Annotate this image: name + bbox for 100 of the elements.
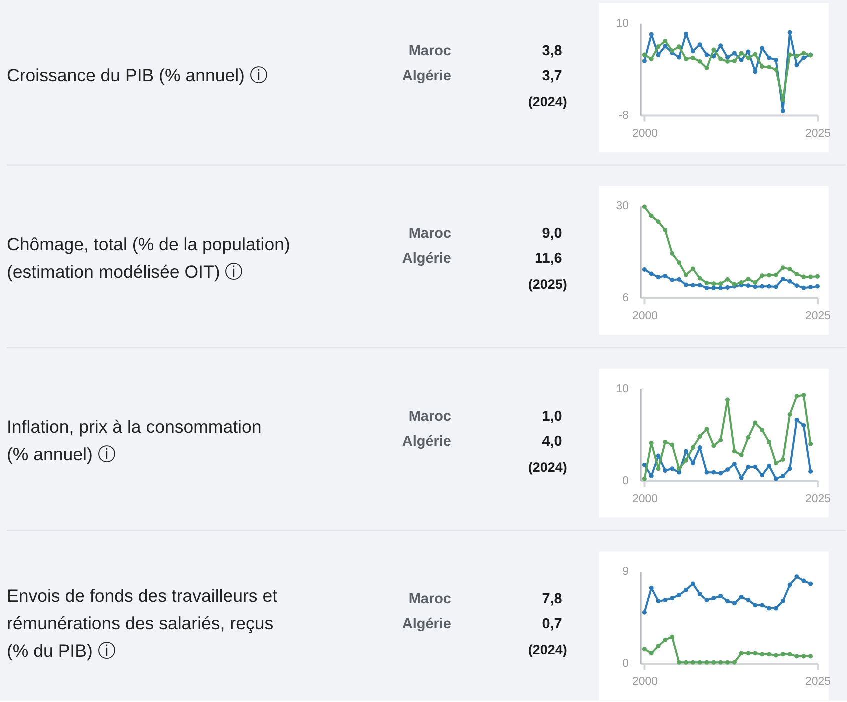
point bbox=[690, 660, 696, 665]
point bbox=[677, 260, 682, 266]
point bbox=[642, 647, 647, 652]
point bbox=[663, 44, 668, 49]
text: 0,7 bbox=[542, 616, 562, 633]
point bbox=[802, 578, 806, 584]
x-tick-label: 2025 bbox=[805, 310, 831, 323]
point bbox=[690, 461, 696, 466]
point bbox=[732, 601, 737, 606]
point bbox=[774, 461, 778, 466]
point bbox=[718, 56, 724, 62]
point bbox=[704, 66, 710, 71]
point bbox=[656, 220, 661, 224]
text: 9,0 bbox=[542, 226, 562, 242]
point bbox=[760, 64, 765, 70]
point bbox=[788, 279, 792, 284]
point bbox=[767, 464, 772, 468]
point bbox=[656, 644, 661, 648]
text: 3,8 bbox=[542, 43, 562, 60]
point bbox=[774, 68, 778, 72]
point bbox=[760, 284, 765, 289]
point bbox=[746, 464, 751, 470]
point bbox=[690, 582, 696, 586]
text: Maroc bbox=[408, 592, 452, 608]
point bbox=[802, 56, 806, 60]
point bbox=[788, 267, 792, 272]
text: 11,6 bbox=[534, 251, 562, 268]
point bbox=[690, 446, 696, 450]
point bbox=[753, 70, 758, 74]
point bbox=[767, 65, 772, 70]
point bbox=[670, 466, 675, 472]
point bbox=[642, 52, 647, 58]
text: 4,0 bbox=[542, 434, 562, 450]
point bbox=[663, 228, 668, 233]
point bbox=[788, 52, 792, 58]
point bbox=[656, 599, 661, 604]
point bbox=[794, 63, 800, 68]
point bbox=[670, 596, 675, 601]
point bbox=[816, 284, 820, 289]
point bbox=[698, 660, 702, 665]
point bbox=[746, 284, 751, 288]
point bbox=[760, 603, 765, 608]
point bbox=[746, 277, 751, 282]
x-tick-label: 2000 bbox=[632, 493, 658, 506]
point bbox=[788, 652, 792, 657]
point bbox=[684, 282, 688, 288]
point bbox=[712, 470, 716, 475]
point bbox=[774, 476, 778, 482]
point bbox=[753, 52, 758, 57]
point bbox=[794, 654, 800, 659]
point bbox=[726, 660, 730, 665]
point bbox=[753, 420, 758, 426]
point bbox=[670, 634, 675, 640]
point bbox=[760, 46, 765, 51]
point bbox=[808, 654, 814, 659]
point bbox=[642, 204, 647, 210]
point bbox=[656, 52, 661, 58]
point bbox=[726, 59, 730, 64]
point bbox=[794, 418, 800, 422]
point bbox=[704, 427, 710, 432]
point bbox=[802, 274, 806, 280]
point bbox=[808, 582, 814, 586]
text: (2024) bbox=[528, 94, 568, 110]
x-tick-label: 2000 bbox=[632, 310, 658, 323]
x-tick-label: 2000 bbox=[632, 128, 658, 140]
point bbox=[753, 284, 758, 290]
point bbox=[780, 474, 786, 478]
point bbox=[690, 56, 696, 60]
point bbox=[732, 449, 737, 454]
point bbox=[704, 286, 710, 290]
point bbox=[649, 586, 654, 590]
point bbox=[767, 284, 772, 289]
text: Algérie bbox=[402, 251, 452, 268]
point bbox=[739, 452, 744, 458]
point bbox=[718, 44, 724, 48]
text: Envois de fonds des travailleurs et rémunérations des salariés, reçus (% du PIB) ⓘ bbox=[6, 586, 278, 662]
text: Maroc bbox=[408, 226, 452, 242]
point bbox=[642, 462, 647, 468]
point bbox=[649, 214, 654, 218]
point bbox=[704, 52, 710, 58]
point bbox=[677, 277, 682, 282]
text: (2024) bbox=[528, 642, 568, 658]
point bbox=[698, 59, 702, 64]
point bbox=[760, 473, 765, 478]
point bbox=[746, 598, 751, 603]
point bbox=[649, 272, 654, 276]
point bbox=[788, 582, 792, 588]
point bbox=[732, 58, 737, 64]
text: 7,8 bbox=[542, 592, 562, 608]
point bbox=[746, 50, 751, 54]
point bbox=[690, 266, 696, 272]
point bbox=[718, 438, 724, 443]
point bbox=[753, 280, 758, 285]
point bbox=[670, 278, 675, 282]
point bbox=[774, 272, 778, 278]
point bbox=[677, 466, 682, 472]
point bbox=[726, 277, 730, 282]
point bbox=[780, 599, 786, 604]
point bbox=[794, 284, 800, 288]
point bbox=[767, 606, 772, 611]
